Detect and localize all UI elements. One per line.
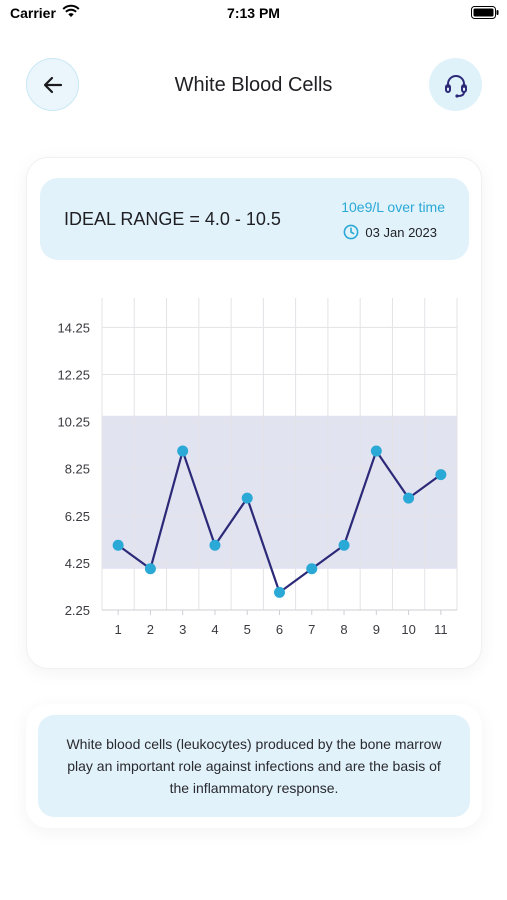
x-tick-label: 11 — [434, 622, 448, 637]
range-panel: IDEAL RANGE = 4.0 - 10.5 10e9/L over tim… — [40, 178, 469, 260]
back-button[interactable] — [26, 58, 79, 111]
data-point — [435, 469, 447, 481]
clock-icon — [344, 224, 359, 240]
date-row: 03 Jan 2023 — [343, 224, 437, 240]
y-tick-label: 6.25 — [65, 509, 90, 524]
x-tick-label: 3 — [179, 622, 186, 637]
x-tick-label: 6 — [276, 622, 283, 637]
data-point — [306, 563, 318, 575]
date-label: 03 Jan 2023 — [365, 224, 437, 240]
y-tick-label: 14.25 — [57, 320, 90, 335]
data-point — [144, 563, 156, 575]
line-chart: 14.25 12.25 10.25 8.25 6.25 4.25 2.25 1 2 3 4 5 6 7 8 9… — [57, 298, 458, 637]
y-tick-label: 2.25 — [65, 603, 90, 618]
x-tick-label: 9 — [373, 622, 380, 637]
data-point — [403, 492, 415, 504]
x-tick-label: 4 — [211, 622, 218, 637]
info-panel: White blood cells (leukocytes) produced … — [38, 715, 470, 817]
support-button[interactable] — [429, 58, 482, 111]
chart-card: IDEAL RANGE = 4.0 - 10.5 10e9/L over tim… — [26, 157, 482, 669]
y-tick-label: 12.25 — [57, 368, 90, 383]
x-tick-label: 2 — [147, 622, 154, 637]
info-card: White blood cells (leukocytes) produced … — [26, 704, 482, 828]
data-point — [241, 492, 253, 504]
header: White Blood Cells — [0, 58, 507, 112]
carrier-label: Carrier — [10, 5, 56, 21]
battery-icon — [471, 6, 499, 19]
status-bar: Carrier 7:13 PM — [0, 0, 507, 30]
ideal-range-band — [102, 415, 457, 569]
data-point — [112, 539, 124, 551]
ideal-range-label: IDEAL RANGE = 4.0 - 10.5 — [64, 209, 281, 229]
data-point — [370, 445, 382, 457]
description-text: White blood cells (leukocytes) produced … — [66, 736, 442, 796]
data-point — [274, 586, 285, 598]
x-tick-label: 8 — [340, 622, 347, 637]
y-tick-label: 8.25 — [65, 462, 90, 477]
clock-time: 7:13 PM — [227, 5, 280, 21]
unit-label: 10e9/L over time — [341, 199, 445, 215]
x-tick-label: 1 — [115, 622, 122, 637]
x-tick-label: 10 — [401, 622, 415, 637]
x-tick-label: 7 — [308, 622, 315, 637]
data-point — [338, 539, 350, 551]
wifi-icon — [62, 4, 80, 17]
x-tick-label: 5 — [244, 622, 251, 637]
headset-icon — [444, 74, 467, 98]
arrow-left-icon — [43, 76, 62, 93]
page-title: White Blood Cells — [174, 74, 333, 96]
data-point — [177, 445, 189, 457]
y-tick-label: 4.25 — [65, 556, 90, 571]
data-point — [209, 539, 221, 551]
y-tick-label: 10.25 — [57, 415, 90, 430]
